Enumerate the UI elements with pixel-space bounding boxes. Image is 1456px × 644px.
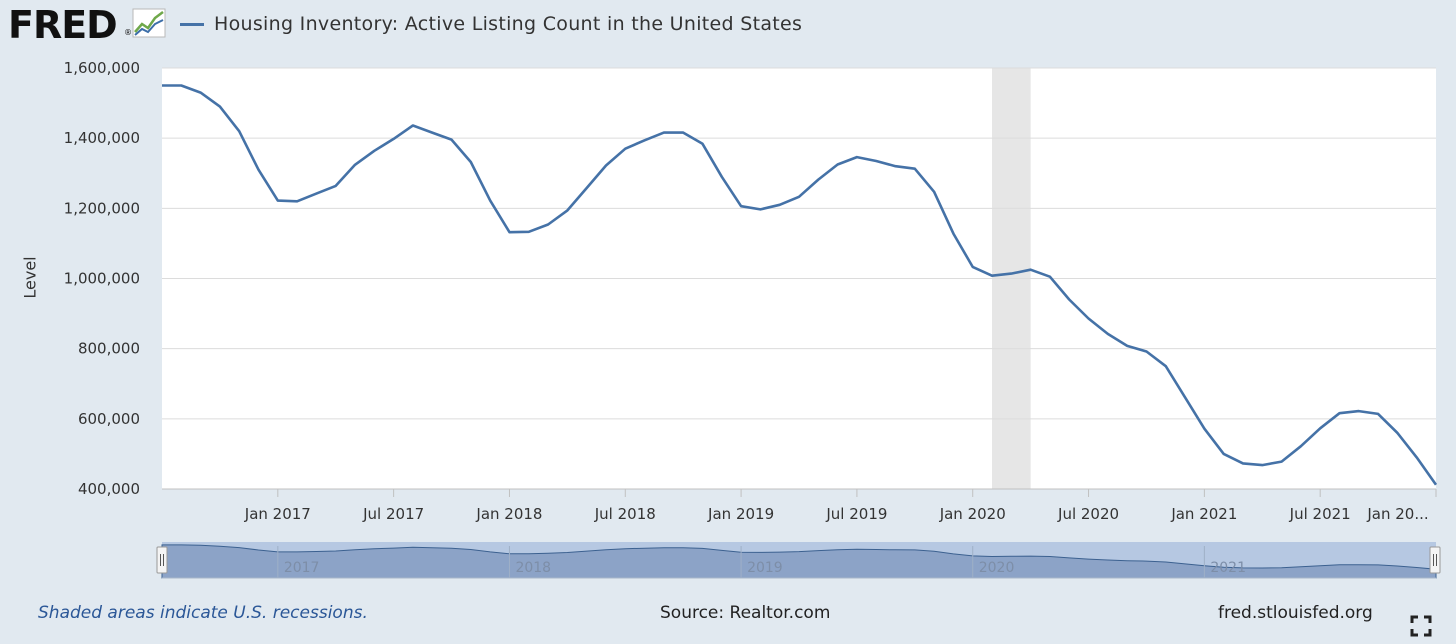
series-line[interactable] bbox=[162, 84, 1438, 486]
navigator[interactable]: 2017 2018 2019 2020 2021 bbox=[156, 542, 1441, 579]
x-tick-label: Jan 2018 bbox=[475, 505, 542, 523]
x-tick-label: Jan 2021 bbox=[1170, 505, 1237, 523]
y-tick-label: 600,000 bbox=[78, 410, 140, 428]
navigator-year-label: 2020 bbox=[979, 560, 1015, 576]
navigator-area bbox=[161, 544, 1437, 579]
x-tick-label: Jul 2017 bbox=[362, 505, 424, 523]
y-tick-label: 1,000,000 bbox=[64, 270, 140, 288]
x-tick-label: Jul 2018 bbox=[594, 505, 656, 523]
x-tick-label: Jul 2020 bbox=[1057, 505, 1119, 523]
source-label: Source: Realtor.com bbox=[660, 603, 831, 623]
x-tick-label: Jul 2019 bbox=[825, 505, 887, 523]
y-tick-label: 1,600,000 bbox=[64, 59, 140, 77]
fred-logo[interactable]: FRED bbox=[8, 3, 118, 47]
chart-legend: Housing Inventory: Active Listing Count … bbox=[180, 12, 802, 36]
site-link[interactable]: fred.stlouisfed.org bbox=[1218, 603, 1373, 623]
y-tick-label: 1,400,000 bbox=[64, 129, 140, 147]
y-tick-label: 1,200,000 bbox=[64, 199, 140, 217]
x-tick-label: Jan 2020 bbox=[939, 505, 1006, 523]
chart-svg: 400,000 600,000 800,000 1,000,000 1,200,000 1… bbox=[64, 59, 1441, 579]
x-tick-label: Jan 20... bbox=[1366, 505, 1428, 523]
y-tick-label: 400,000 bbox=[78, 480, 140, 498]
recession-note: Shaded areas indicate U.S. recessions. bbox=[38, 603, 368, 623]
y-tick-label: 800,000 bbox=[78, 340, 140, 358]
legend-swatch bbox=[180, 22, 204, 26]
x-tick-label: Jan 2019 bbox=[707, 505, 774, 523]
x-tick-layer: Jan 2017 Jul 2017 Jan 2018 Jul 2018 Jan 2019… bbox=[244, 489, 1437, 523]
navigator-handle-left[interactable] bbox=[156, 546, 168, 574]
grid-layer bbox=[162, 67, 1436, 490]
fred-graph-icon bbox=[132, 8, 166, 38]
navigator-handle-right[interactable] bbox=[1429, 546, 1441, 574]
x-tick-label: Jul 2021 bbox=[1289, 505, 1351, 523]
navigator-year-label: 2019 bbox=[747, 560, 783, 576]
y-tick-layer: 400,000 600,000 800,000 1,000,000 1,200,000 1… bbox=[64, 59, 140, 498]
navigator-year-label: 2017 bbox=[284, 560, 320, 576]
registered-mark: ® bbox=[124, 28, 132, 37]
navigator-year-label: 2018 bbox=[515, 560, 551, 576]
legend-label[interactable]: Housing Inventory: Active Listing Count … bbox=[214, 13, 803, 35]
navigator-year-labels: 2017 2018 2019 2020 2021 bbox=[277, 546, 1246, 578]
x-tick-label: Jan 2017 bbox=[244, 505, 311, 523]
chart-header: FRED ® Housing Inventory: Active Listing… bbox=[0, 0, 1456, 50]
navigator-year-label: 2021 bbox=[1210, 560, 1246, 576]
fullscreen-icon[interactable] bbox=[1410, 615, 1432, 637]
